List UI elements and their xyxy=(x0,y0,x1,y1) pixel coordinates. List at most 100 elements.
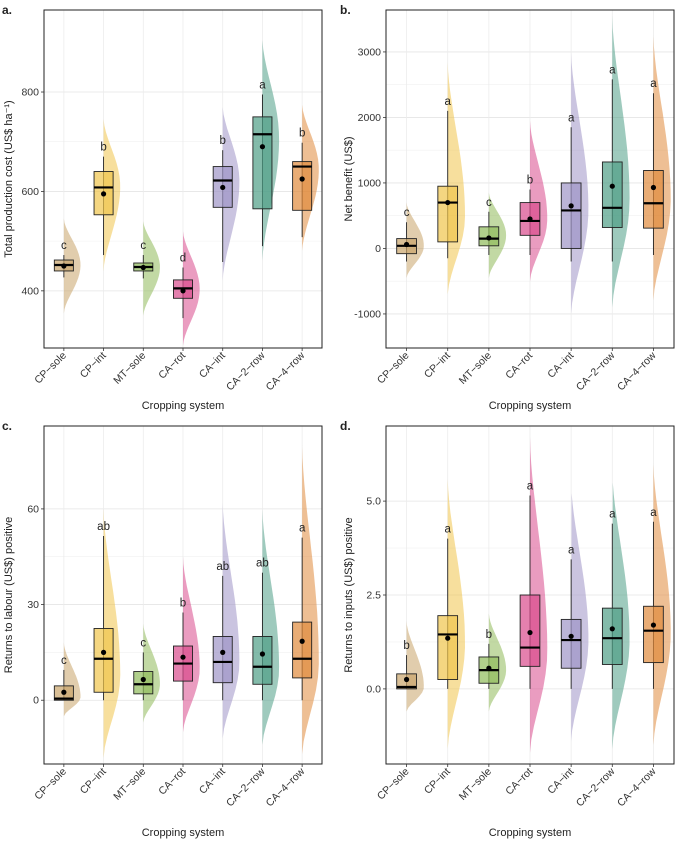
mean-point xyxy=(650,184,657,191)
box xyxy=(643,605,664,664)
significance-letter: b xyxy=(220,135,226,147)
significance-letter: a xyxy=(445,96,452,108)
significance-letter: b xyxy=(180,598,186,610)
x-axis-title: Cropping system xyxy=(489,400,572,412)
box xyxy=(601,161,623,228)
x-tick-label: CA−2−row xyxy=(574,765,618,809)
y-tick-label: 30 xyxy=(27,599,39,611)
x-tick-label: CP−sole xyxy=(375,766,412,803)
panel-label: c. xyxy=(2,419,12,433)
panel-label: d. xyxy=(340,419,351,433)
significance-letter: c xyxy=(61,240,67,252)
box xyxy=(212,636,233,684)
mean-point xyxy=(220,649,226,655)
series-b-3: c xyxy=(478,192,507,278)
panel-c: c ab c b ab ab a 0 30 60 CP−sole CP−int MT−sole CA−ro… xyxy=(2,419,323,839)
series-c-2: ab xyxy=(93,508,121,758)
significance-letter: c xyxy=(140,637,146,649)
x-tick-label: CA−4−row xyxy=(264,765,308,809)
mean-point xyxy=(61,263,67,269)
y-tick-label: 800 xyxy=(21,87,39,99)
x-axis: CP−sole CP−int MT−sole CA−rot CA−intCA−2−row… xyxy=(32,348,308,393)
y-tick-label: 0 xyxy=(375,243,381,255)
mean-point xyxy=(220,184,226,191)
series-b-7: a xyxy=(643,35,671,301)
density-violin xyxy=(571,493,589,742)
y-tick-label: 600 xyxy=(21,186,39,198)
series-b-1: c xyxy=(396,202,424,278)
x-tick-label: CP−sole xyxy=(375,350,412,387)
box xyxy=(601,607,623,665)
series-a-5: b xyxy=(212,106,240,281)
y-axis: 0 30 60 xyxy=(27,503,44,707)
x-tick-label: CA−rot xyxy=(156,350,188,382)
series-d-3: b xyxy=(478,613,507,712)
density-violin xyxy=(530,120,548,282)
significance-letter: d xyxy=(180,252,186,264)
mean-point xyxy=(259,144,266,150)
x-tick-label: CP−int xyxy=(422,766,453,797)
significance-letter: ab xyxy=(97,521,110,533)
series-a-2: b xyxy=(93,119,121,272)
significance-letter: a xyxy=(650,507,657,519)
significance-letter: c xyxy=(404,207,410,219)
series-c-7: a xyxy=(292,445,319,755)
significance-letter: a xyxy=(527,480,534,492)
mean-point xyxy=(100,649,107,655)
series-c-4: b xyxy=(173,556,200,733)
mean-point xyxy=(445,635,451,641)
box xyxy=(252,636,273,685)
significance-letter: b xyxy=(299,128,305,140)
significance-letter: a xyxy=(609,509,616,521)
series-d-6: a xyxy=(601,482,630,749)
box xyxy=(560,182,582,249)
x-tick-label: CA−4−row xyxy=(264,349,308,393)
x-tick-label: CA−int xyxy=(197,350,228,381)
box xyxy=(252,116,273,210)
mean-point xyxy=(568,633,574,639)
y-tick-label: 60 xyxy=(27,503,39,515)
series-a-6: a xyxy=(252,39,280,262)
box xyxy=(292,161,313,211)
significance-letter: a xyxy=(650,78,657,90)
box xyxy=(93,628,114,693)
series-a-1: c xyxy=(53,218,81,314)
significance-letter: a xyxy=(568,112,575,124)
x-tick-label: CP−int xyxy=(78,350,109,381)
significance-letter: ab xyxy=(216,561,229,573)
significance-letter: b xyxy=(403,640,409,652)
y-axis-title: Returns to labour (US$) positive xyxy=(3,517,15,674)
series-d-7: a xyxy=(643,463,671,746)
x-tick-label: CP−int xyxy=(78,766,109,797)
x-tick-label: CA−2−row xyxy=(574,349,618,393)
series-d-4: a xyxy=(519,437,548,753)
x-tick-label: CA−rot xyxy=(503,350,535,382)
x-tick-label: MT−sole xyxy=(111,766,148,803)
y-axis: 400 600 800 xyxy=(21,87,44,297)
significance-letter: c xyxy=(61,655,67,667)
series-d-2: a xyxy=(437,478,465,749)
density-violin xyxy=(653,35,671,301)
box xyxy=(437,185,459,243)
significance-letter: a xyxy=(259,80,266,92)
significance-letter: a xyxy=(568,544,575,556)
series-a-3: c xyxy=(133,221,160,316)
series-a-4: d xyxy=(173,231,200,346)
density-violin xyxy=(183,556,200,733)
x-tick-label: MT−sole xyxy=(111,350,148,387)
series-b-6: a xyxy=(601,15,630,308)
density-violin xyxy=(447,478,465,749)
mean-point xyxy=(527,629,533,636)
panel-b: c a c b a a a -1000 0 1000 2000 3000 CP−sole CP−int MT… xyxy=(340,3,675,412)
x-axis: CP−sole CP−int MT−sole CA−rot CA−intCA−2−row… xyxy=(375,764,659,809)
mean-point xyxy=(180,654,186,660)
mean-point xyxy=(180,288,186,294)
x-tick-label: CA−int xyxy=(197,766,228,797)
x-tick-label: CA−2−row xyxy=(224,765,268,809)
series-c-6: ab xyxy=(252,508,280,745)
y-tick-label: 1000 xyxy=(358,177,382,189)
significance-letter: c xyxy=(140,240,146,252)
x-tick-label: CA−4−row xyxy=(615,349,659,393)
panel-label: a. xyxy=(2,3,12,17)
x-tick-label: CA−4−row xyxy=(615,765,659,809)
